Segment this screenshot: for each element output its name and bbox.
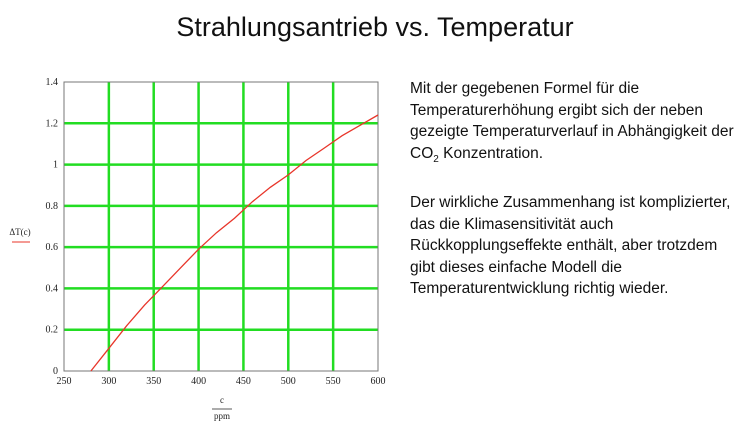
y-tick-label: 1 <box>53 160 58 171</box>
co2-subscript: 2 <box>433 153 439 165</box>
y-axis-label: ΔT(c) <box>9 227 30 237</box>
x-tick-label: 300 <box>101 376 116 387</box>
paragraph-1: Mit der gegebenen Formel für die Tempera… <box>410 78 740 170</box>
slide-title: Strahlungsantrieb vs. Temperatur <box>176 12 574 42</box>
x-tick-label: 550 <box>326 376 341 387</box>
temperature-chart: 250 300 350 400 450 500 550 600 0 0.2 0.4 0.6 0.8 1 1.… <box>9 77 386 421</box>
y-tick-label: 0.6 <box>46 242 59 253</box>
description: Mit der gegebenen Formel für die Tempera… <box>410 78 740 322</box>
grid <box>64 82 378 371</box>
paragraph-1-text: Mit der gegebenen Formel für die Tempera… <box>410 80 734 162</box>
paragraph-2: Der wirkliche Zusammenhang ist komplizie… <box>410 194 731 298</box>
x-tick-label: 350 <box>146 376 161 387</box>
plot-frame <box>63 81 379 372</box>
x-axis-label-denominator: ppm <box>214 411 230 421</box>
x-tick-label: 450 <box>236 376 251 387</box>
tick-labels: 250 300 350 400 450 500 550 600 0 0.2 0.4 0.6 0.8 1 1.… <box>46 77 386 387</box>
x-tick-label: 600 <box>371 376 386 387</box>
x-axis-label-numerator: c <box>220 395 224 405</box>
y-tick-label: 1.2 <box>46 118 59 129</box>
x-tick-label: 400 <box>191 376 206 387</box>
x-tick-label: 500 <box>281 376 296 387</box>
paragraph-1-end: Konzentration. <box>438 144 544 162</box>
x-tick-label: 250 <box>57 376 72 387</box>
y-tick-label: 1.4 <box>46 77 59 88</box>
y-tick-label: 0 <box>53 366 58 377</box>
y-tick-label: 0.8 <box>46 201 59 212</box>
series-line <box>90 114 379 372</box>
y-tick-label: 0.2 <box>46 325 59 336</box>
series <box>90 114 379 372</box>
y-tick-label: 0.4 <box>46 283 59 294</box>
chart-container: 250 300 350 400 450 500 550 600 0 0.2 0.4 0.6 0.8 1 1.… <box>0 70 395 434</box>
